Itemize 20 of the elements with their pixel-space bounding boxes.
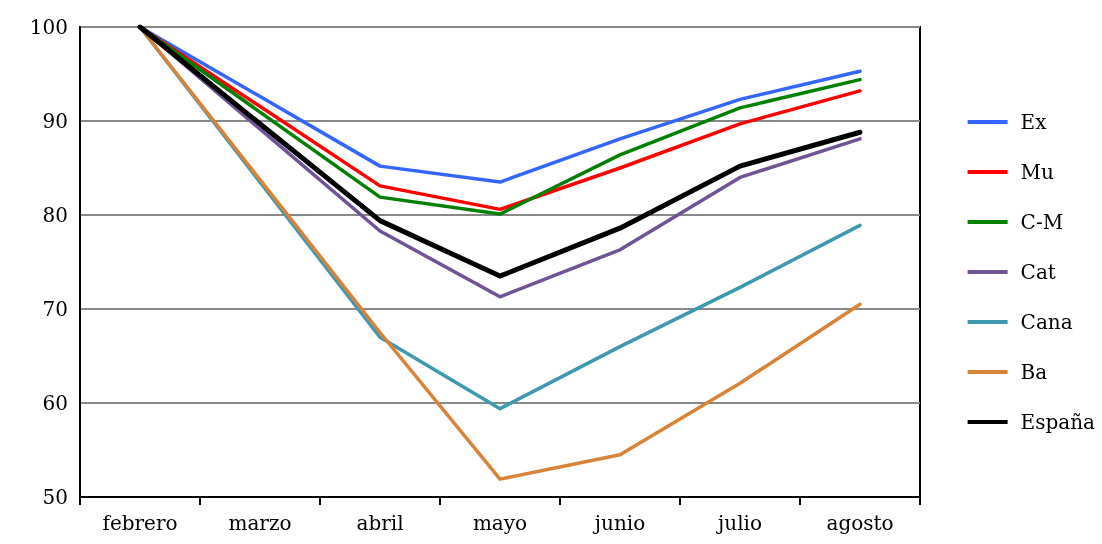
y-tick-label: 50 [42,485,68,509]
y-tick-label: 90 [42,109,68,133]
x-tick-label: junio [592,511,646,535]
x-tick-label: julio [716,511,762,535]
legend-label: Cat [1020,260,1056,284]
y-tick-label: 70 [42,297,68,321]
y-tick-label: 100 [29,15,68,39]
legend-label: Mu [1020,160,1055,184]
x-tick-label: abril [356,511,404,535]
legend-label: Ex [1020,110,1048,134]
legend-label: C-M [1020,210,1064,234]
legend-label: España [1020,410,1096,434]
y-tick-label: 60 [42,391,68,415]
y-tick-label: 80 [42,203,68,227]
x-tick-label: febrero [102,511,178,535]
legend-label: Ba [1020,360,1048,384]
legend-label: Cana [1020,310,1073,334]
x-tick-label: agosto [826,511,894,535]
x-tick-label: marzo [228,511,292,535]
x-tick-label: mayo [472,511,528,535]
